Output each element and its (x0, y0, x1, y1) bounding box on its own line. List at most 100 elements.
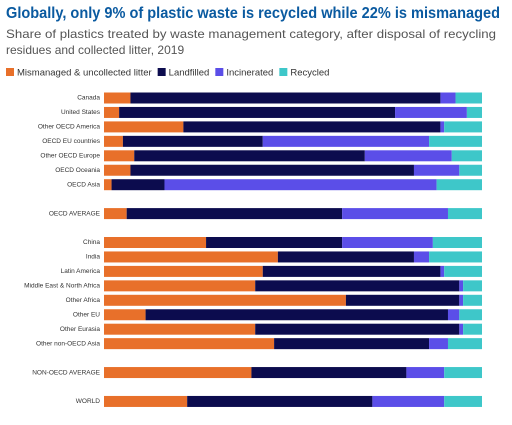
bar-segment (104, 92, 131, 104)
bar-segment (104, 251, 278, 263)
bar-segment (459, 323, 464, 335)
y-tick-label: Other OECD Europe (40, 153, 100, 160)
bar-segment (342, 208, 448, 220)
chart-subtitle: Share of plastics treated by waste manag… (6, 27, 496, 41)
bar-segment (395, 106, 467, 118)
legend-label: Recycled (290, 68, 329, 79)
bar-segment (206, 237, 343, 248)
bar-segment (183, 121, 441, 133)
bar-segment (104, 106, 120, 118)
bar-segment (255, 280, 460, 292)
chart-subtitle: residues and collected litter, 2019 (6, 43, 184, 57)
y-tick-label: Other Africa (66, 297, 101, 304)
bar-segment (104, 179, 112, 191)
bar-segment (111, 179, 165, 191)
bar-segment (104, 323, 256, 335)
legend-label: Incinerated (226, 68, 273, 79)
y-tick-label: United States (61, 109, 101, 116)
bar-segment (444, 367, 482, 379)
bar-segment (104, 294, 346, 306)
bar-segment (459, 309, 482, 321)
bar-segment (463, 294, 482, 306)
bar-segment (413, 251, 430, 263)
bar-segment (440, 92, 456, 104)
bar-segment (104, 150, 135, 162)
bar-segment (104, 265, 263, 277)
bar-segment (104, 338, 275, 350)
y-tick-label: Other Eurasia (60, 326, 100, 333)
bar-segment (459, 294, 464, 306)
legend-label: Landfilled (169, 68, 210, 79)
bar-segment (104, 237, 207, 248)
bar-segment (119, 106, 396, 118)
bar-segment (413, 164, 460, 176)
bar-segment (274, 338, 430, 350)
bar-segment (262, 135, 430, 147)
bar-segment (429, 251, 482, 263)
y-tick-label: WORLD (76, 398, 101, 405)
bar-segment (255, 323, 460, 335)
bar-segment (406, 367, 445, 379)
bar-segment (455, 92, 482, 104)
bar-segment (130, 92, 441, 104)
bar-segment (104, 164, 131, 176)
y-tick-label: OECD AVERAGE (49, 210, 101, 217)
y-tick-label: OECD EU countries (42, 138, 101, 145)
bar-segment (463, 280, 482, 292)
bar-segment (104, 280, 256, 292)
bar-segment (122, 135, 263, 147)
bar-segment (345, 294, 460, 306)
bar-segment (145, 309, 448, 321)
bar-segment (262, 265, 441, 277)
bar-segment (432, 237, 482, 248)
bar-segment (104, 135, 123, 147)
bar-segment (440, 121, 445, 133)
bar-segment (104, 309, 146, 321)
bar-segment (342, 237, 433, 248)
bar-segment (429, 135, 482, 147)
bar-segment (187, 395, 373, 407)
legend-swatch (6, 68, 14, 76)
bar-segment (134, 150, 365, 162)
y-tick-label: Other OECD America (38, 124, 101, 131)
y-tick-label: NON-OECD AVERAGE (32, 369, 100, 376)
bar-segment (251, 367, 407, 379)
bar-segment (277, 251, 414, 263)
bar-segment (436, 179, 482, 191)
y-tick-label: OECD Asia (67, 181, 100, 188)
bar-segment (164, 179, 437, 191)
bar-segment (447, 338, 482, 350)
y-tick-label: OECD Oceania (55, 167, 100, 174)
bar-segment (440, 265, 445, 277)
y-tick-label: Canada (77, 95, 100, 102)
bar-segment (429, 338, 448, 350)
bar-segment (104, 367, 252, 379)
bar-segment (364, 150, 452, 162)
bar-segment (444, 265, 482, 277)
legend-label: Mismanaged & uncollected litter (17, 68, 152, 79)
bar-segment (447, 208, 482, 220)
bar-segment (126, 208, 343, 220)
bar-segment (104, 208, 127, 220)
legend-swatch (215, 68, 224, 76)
bar-segment (466, 106, 482, 118)
bar-segment (459, 164, 482, 176)
bar-segment (451, 150, 482, 162)
bar-segment (104, 121, 184, 133)
chart-title: Globally, only 9% of plastic waste is re… (6, 5, 500, 22)
bar-segment (447, 309, 460, 321)
y-tick-label: Latin America (61, 268, 101, 275)
bar-segment (459, 280, 464, 292)
y-tick-label: Other EU (73, 311, 100, 318)
legend-swatch (157, 68, 166, 76)
bar-segment (372, 395, 445, 407)
y-tick-label: Other non-OECD Asia (36, 340, 100, 347)
bar-segment (130, 164, 414, 176)
bar-segment (104, 395, 188, 407)
legend-swatch (279, 68, 288, 76)
bar-segment (463, 323, 482, 335)
y-tick-label: Middle East & North Africa (24, 283, 100, 290)
y-tick-label: China (83, 239, 100, 246)
bar-segment (444, 395, 482, 407)
